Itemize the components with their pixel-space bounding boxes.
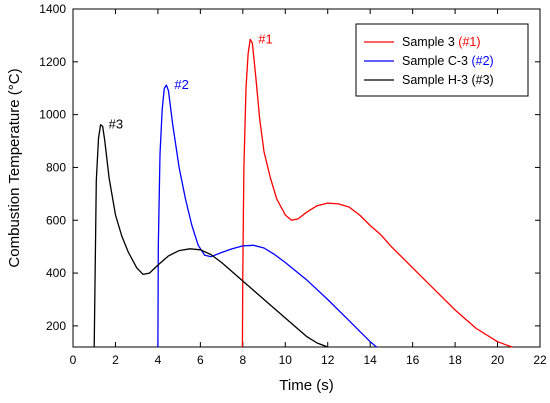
- peak-labels: #1 #2 #3: [109, 31, 273, 131]
- x-tick-label: 18: [448, 353, 462, 367]
- legend-box: [355, 23, 529, 97]
- legend-series-suffix: (#1): [458, 35, 480, 49]
- x-tick-label: 2: [112, 353, 119, 367]
- x-tick-label: 4: [155, 353, 162, 367]
- y-tick-label: 200: [46, 319, 66, 333]
- peak-label: #3: [109, 117, 123, 132]
- x-tick-label: 22: [533, 353, 547, 367]
- series-lines: [93, 38, 513, 348]
- legend-entry: Sample C-3 (#2): [402, 54, 494, 68]
- x-tick-label: 10: [279, 353, 293, 367]
- y-tick-label: 1400: [39, 2, 66, 16]
- peak-label: #1: [258, 31, 272, 46]
- y-tick-label: 1000: [39, 108, 66, 122]
- legend-series-suffix: (#3): [471, 73, 493, 87]
- x-tick-label: 12: [321, 353, 335, 367]
- x-tick-label: 14: [364, 353, 378, 367]
- y-tick-label: 400: [46, 266, 66, 280]
- y-tick-label: 600: [46, 213, 66, 227]
- x-tick-label: 8: [239, 353, 246, 367]
- series-line-3: [93, 124, 328, 348]
- legend-entry: Sample 3 (#1): [402, 35, 481, 49]
- x-tick-label: 6: [197, 353, 204, 367]
- y-tick-label: 800: [46, 160, 66, 174]
- y-axis-title: Combustion Temperature (°C): [6, 68, 23, 267]
- x-tick-label: 20: [491, 353, 505, 367]
- plot-frame: [72, 8, 541, 348]
- legend-series-suffix: (#2): [471, 54, 493, 68]
- x-tick-label: 0: [70, 353, 77, 367]
- legend-entry: Sample H-3 (#3): [402, 73, 494, 87]
- series-line-2: [157, 84, 378, 348]
- x-tick-label: 16: [406, 353, 420, 367]
- y-tick-label: 1200: [39, 55, 66, 69]
- legend: Sample 3 (#1)Sample C-3 (#2)Sample H-3 (…: [355, 23, 529, 97]
- legend-series-name: Sample H-3: [402, 73, 471, 87]
- legend-series-name: Sample C-3: [402, 54, 471, 68]
- axes: 0 2 4 6 8 10 12 14 16 18 20 22 200 400 600 800 1000 1200 1…: [39, 2, 547, 367]
- peak-label: #2: [174, 77, 188, 92]
- series-line-1: [241, 38, 513, 348]
- legend-series-name: Sample 3: [402, 35, 458, 49]
- x-axis-title: Time (s): [279, 377, 333, 394]
